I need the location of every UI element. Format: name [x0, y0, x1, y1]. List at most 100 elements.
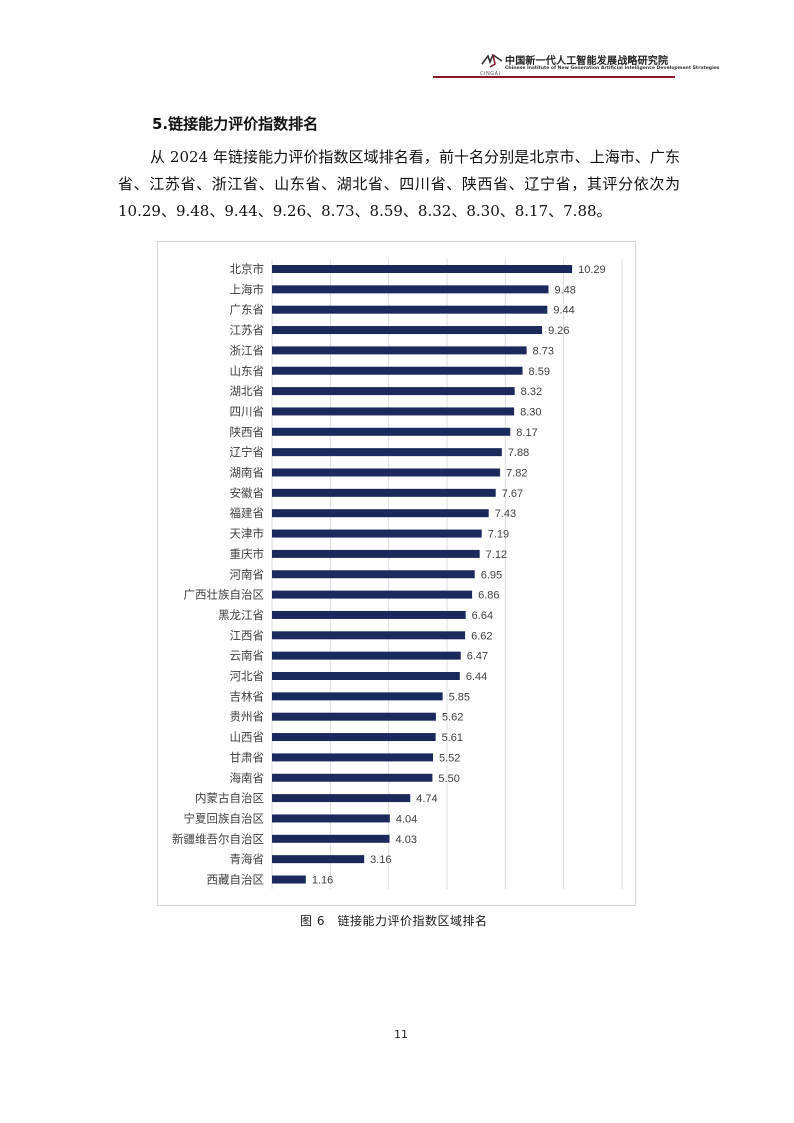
value-label: 9.26	[548, 325, 569, 337]
chart-bar	[272, 427, 511, 436]
chart-bar	[272, 387, 515, 396]
value-label: 1.16	[312, 875, 333, 887]
category-label: 河南省	[230, 567, 265, 581]
value-label: 5.61	[442, 732, 463, 744]
section-title: 5.链接能力评价指数排名	[152, 115, 319, 133]
value-label: 4.04	[396, 813, 417, 825]
chart-bar	[272, 305, 548, 314]
value-label: 4.03	[396, 834, 417, 846]
value-label: 7.19	[488, 529, 509, 541]
chart-bar	[272, 834, 390, 843]
category-label: 天津市	[230, 527, 265, 541]
chart-bar	[272, 631, 466, 640]
chart-bar	[272, 407, 515, 416]
category-label: 湖南省	[230, 466, 265, 480]
chart-bar	[272, 509, 489, 518]
institute-logo-icon	[481, 53, 503, 68]
value-label: 5.50	[438, 773, 459, 785]
category-label: 陕西省	[230, 425, 265, 439]
value-label: 8.30	[520, 406, 541, 418]
category-label: 新疆维吾尔自治区	[172, 832, 264, 846]
value-label: 6.86	[478, 590, 499, 602]
value-label: 6.62	[471, 630, 492, 642]
category-label: 江西省	[230, 628, 265, 642]
category-label: 上海市	[230, 282, 265, 296]
value-label: 8.32	[521, 386, 542, 398]
chart-bar	[272, 570, 475, 579]
category-label: 山东省	[230, 364, 265, 378]
value-label: 4.74	[416, 793, 437, 805]
chart-bar	[272, 651, 461, 660]
value-label: 5.62	[442, 712, 463, 724]
organization-name-cn: 中国新一代人工智能发展战略研究院	[505, 56, 669, 67]
value-label: 7.12	[486, 549, 507, 561]
figure-caption: 图 6 链接能力评价指数区域排名	[300, 914, 488, 928]
value-label: 6.47	[467, 651, 488, 663]
category-label: 福建省	[230, 506, 265, 520]
logo-text: CINGAI	[480, 71, 501, 77]
chart-bar	[272, 773, 433, 782]
page-number: 11	[394, 1028, 408, 1041]
page-header: CINGAI 中国新一代人工智能发展战略研究院 Chinese Institut…	[433, 44, 720, 80]
chart-bar	[272, 875, 306, 884]
body-paragraph: 从 2024 年链接能力评价指数区域排名看，前十名分别是北京市、上海市、广东省、…	[118, 148, 680, 220]
category-label: 辽宁省	[230, 445, 265, 459]
organization-name-en: Chinese Institute of New Generation Arti…	[505, 66, 720, 71]
ranking-bar-chart: 北京市 10.29 上海市 9.48 广东省 9.44 江苏省 9.26 浙江省 8.73 山东省 8…	[172, 259, 623, 889]
value-label: 7.43	[495, 508, 516, 520]
category-label: 江苏省	[230, 323, 265, 337]
category-label: 河北省	[230, 669, 265, 683]
value-label: 9.48	[555, 284, 576, 296]
chart-bar	[272, 448, 502, 457]
category-label: 湖北省	[230, 384, 265, 398]
chart-bar	[272, 326, 543, 335]
category-label: 北京市	[230, 262, 265, 276]
chart-bar	[272, 529, 482, 538]
category-label: 甘肃省	[230, 750, 265, 764]
chart-bar	[272, 733, 436, 742]
category-label: 浙江省	[230, 343, 265, 357]
category-label: 贵州省	[230, 710, 265, 724]
value-label: 5.52	[439, 752, 460, 764]
category-label: 西藏自治区	[207, 873, 265, 887]
value-label: 10.29	[578, 264, 606, 276]
chart-bar	[272, 855, 365, 864]
category-label: 海南省	[230, 771, 265, 785]
chart-bar	[272, 265, 573, 273]
category-label: 山西省	[230, 730, 265, 744]
category-label: 安徽省	[230, 486, 265, 500]
chart-bar	[272, 753, 433, 762]
category-label: 广东省	[230, 303, 265, 317]
chart-bar	[272, 794, 411, 803]
category-label: 吉林省	[230, 689, 265, 703]
chart-bar	[272, 814, 390, 823]
chart-bar	[272, 346, 527, 355]
category-label: 内蒙古自治区	[195, 791, 264, 805]
chart-bar	[272, 692, 443, 701]
chart-bar	[272, 672, 460, 680]
value-label: 5.85	[449, 691, 470, 703]
value-label: 7.88	[508, 447, 529, 459]
value-label: 6.44	[466, 671, 487, 683]
value-label: 6.64	[472, 610, 493, 622]
chart-bar	[272, 468, 501, 477]
header-divider	[433, 76, 675, 78]
chart-bar	[272, 712, 436, 721]
category-label: 青海省	[230, 852, 265, 866]
category-label: 云南省	[230, 649, 265, 663]
chart-bar	[272, 610, 466, 619]
value-label: 8.73	[533, 345, 554, 357]
chart-bar	[272, 488, 496, 497]
value-label: 8.59	[529, 366, 550, 378]
chart-bar	[272, 285, 549, 294]
value-label: 7.82	[506, 468, 527, 480]
category-label: 黑龙江省	[218, 608, 264, 622]
category-label: 广西壮族自治区	[184, 588, 265, 602]
value-label: 6.95	[481, 569, 502, 581]
value-label: 7.67	[502, 488, 523, 500]
value-label: 9.44	[553, 305, 574, 317]
chart-bar	[272, 590, 473, 599]
value-label: 8.17	[516, 427, 537, 439]
chart-bar	[272, 549, 480, 558]
category-label: 四川省	[230, 404, 265, 418]
